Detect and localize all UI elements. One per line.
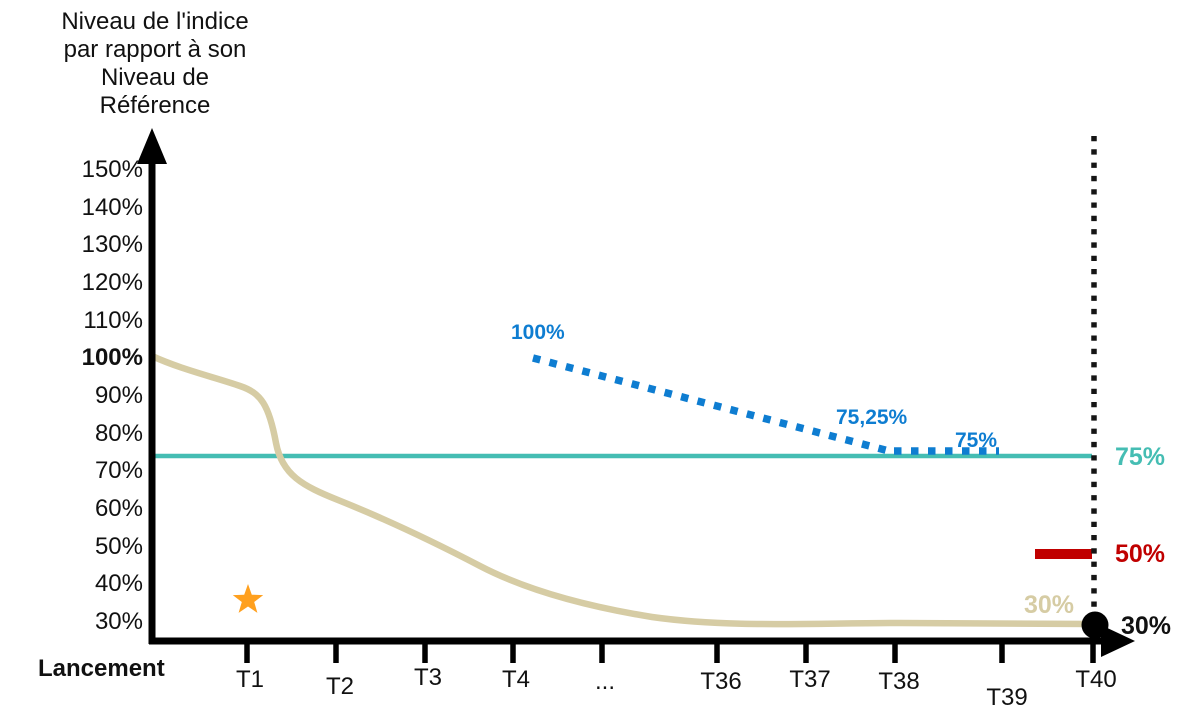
x-tick-label-t38: T38 [878, 668, 920, 695]
y-tick-label-120: 120% [81, 269, 143, 296]
x-tick-label-t40: T40 [1075, 666, 1117, 693]
dotted-scenario-line-descending [532, 354, 890, 455]
final-value-dot [1081, 611, 1109, 639]
y-tick-label-60: 60% [94, 495, 143, 522]
annotation-blue-75: 75% [955, 429, 998, 452]
x-tick-label-t39: T39 [986, 684, 1028, 711]
y-tick-label-80: 80% [94, 420, 143, 447]
y-tick-label-100: 100% [81, 344, 143, 371]
index-level-curve [148, 352, 1094, 628]
right-label-75: 75% [1115, 443, 1166, 471]
right-label-30-black: 30% [1121, 612, 1172, 640]
y-tick-label-30: 30% [94, 608, 143, 635]
y-axis-title: Niveau de l'indice par rapport à son Niv… [61, 8, 249, 119]
x-tick-label-t1: T1 [235, 666, 265, 693]
x-tick-label-ellipsis: ... [594, 668, 616, 695]
right-label-30-tan: 30% [1024, 591, 1075, 619]
x-tick-label-t3: T3 [413, 664, 443, 691]
x-axis-arrow-icon [1101, 625, 1135, 657]
annotation-blue-75-25: 75,25% [836, 406, 908, 429]
y-tick-label-50: 50% [94, 533, 143, 560]
x-tick-label-t37: T37 [789, 666, 831, 693]
annotation-blue-100: 100% [511, 321, 565, 344]
x-tick-label-t4: T4 [501, 666, 531, 693]
y-axis-arrow-icon [137, 128, 167, 164]
x-axis-ticks [244, 641, 1096, 663]
y-tick-label-140: 140% [81, 194, 143, 221]
y-tick-label-70: 70% [94, 457, 143, 484]
x-tick-label-t36: T36 [700, 668, 742, 695]
y-tick-label-40: 40% [94, 570, 143, 597]
star-icon [232, 584, 264, 613]
x-tick-label-t2: T2 [325, 673, 355, 700]
right-label-50: 50% [1115, 540, 1166, 568]
y-tick-label-110: 110% [83, 307, 143, 334]
y-tick-label-130: 130% [81, 231, 143, 258]
y-tick-label-90: 90% [94, 382, 143, 409]
y-tick-label-150: 150% [81, 156, 143, 183]
x-origin-label-lancement: Lancement [38, 655, 165, 682]
